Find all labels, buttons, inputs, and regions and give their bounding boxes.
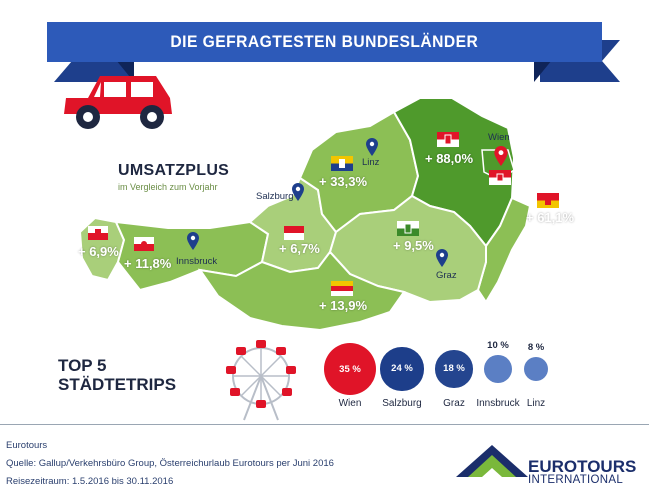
city-label-innsbruck: Innsbruck (176, 256, 218, 267)
map-pin-salzburg-icon (292, 183, 304, 201)
flag-niederoesterreich-icon (437, 132, 459, 147)
logo-name: EUROTOURS (528, 457, 637, 476)
flag-kaernten-icon (331, 281, 353, 296)
footer-divider (0, 424, 649, 425)
top5-title-line1: TOP 5 (58, 356, 107, 375)
title-banner: DIE GEFRAGTESTEN BUNDESLÄNDER (47, 22, 602, 62)
top5-title: TOP 5 STÄDTETRIPS (58, 356, 176, 394)
top5-city-wien: Wien (338, 398, 362, 409)
flag-burgenland-icon (537, 193, 559, 208)
top5-pct-innsbruck: 10 % (487, 340, 509, 352)
banner-notch-right (602, 40, 620, 82)
page-title: DIE GEFRAGTESTEN BUNDESLÄNDER (170, 32, 479, 51)
flag-salzburg-icon (284, 226, 304, 240)
umsatzplus-title: UMSATZPLUS (118, 162, 230, 179)
logo-subtitle: INTERNATIONAL (528, 474, 624, 486)
top5-pct-salzburg: 24 % (391, 363, 413, 375)
top5-pct-wien: 35 % (339, 363, 361, 375)
top5-bubble-innsbruck (484, 355, 512, 383)
city-label-graz: Graz (436, 270, 457, 281)
city-label-salzburg: Salzburg (256, 191, 294, 202)
top5-bubble-wien: 35 % (324, 343, 376, 395)
map-pin-graz-icon (436, 249, 448, 267)
change-vorarlberg: + 6,9% (78, 244, 119, 259)
region-burgenland (476, 196, 532, 304)
top5-city-salzburg: Salzburg (382, 398, 422, 409)
flag-tirol-icon (134, 237, 154, 251)
car-icon (64, 76, 172, 129)
change-tirol: + 11,8% (124, 256, 172, 271)
top5-city-linz: Linz (526, 398, 546, 409)
map-pin-innsbruck-icon (187, 232, 199, 250)
city-label-linz: Linz (362, 157, 380, 168)
top5-pct-linz: 8 % (527, 341, 545, 353)
change-steiermark: + 9,5% (393, 238, 434, 253)
top5-bubble-salzburg: 24 % (380, 347, 424, 391)
change-burgenland: + 61,1% (526, 210, 575, 225)
map-pin-linz-icon (366, 138, 378, 156)
banner-fold-right (534, 60, 552, 82)
footer-line1: Eurotours (6, 440, 48, 451)
city-label-wien: Wien (488, 132, 510, 143)
umsatzplus-subtitle: im Vergleich zum Vorjahr (118, 182, 218, 192)
top5-bubble-graz: 18 % (435, 350, 473, 388)
top5-title-line2: STÄDTETRIPS (58, 375, 177, 394)
footer-line2: Quelle: Gallup/Verkehrsbüro Group, Öster… (6, 458, 334, 469)
top5-bubble-linz (523, 356, 549, 382)
region-kaernten (197, 250, 406, 332)
ferris-wheel-icon (226, 340, 296, 421)
flag-oberoesterreich-icon (331, 156, 353, 171)
flag-wien-icon (489, 170, 511, 185)
change-oberoesterreich: + 33,3% (319, 174, 368, 189)
flag-steiermark-icon (397, 221, 419, 236)
top5-city-graz: Graz (443, 398, 465, 409)
footer-line3: Reisezeitraum: 1.5.2016 bis 30.11.2016 (6, 476, 174, 487)
map-pin-wien-icon (494, 146, 508, 166)
change-kaernten: + 13,9% (319, 298, 368, 313)
change-salzburg: + 6,7% (279, 241, 320, 256)
flag-vorarlberg-icon (88, 226, 108, 240)
change-niederoesterreich: + 88,0% (425, 151, 474, 166)
top5-pct-graz: 18 % (443, 363, 465, 375)
eurotours-logo-icon (456, 445, 528, 477)
top5-city-innsbruck: Innsbruck (476, 398, 520, 409)
